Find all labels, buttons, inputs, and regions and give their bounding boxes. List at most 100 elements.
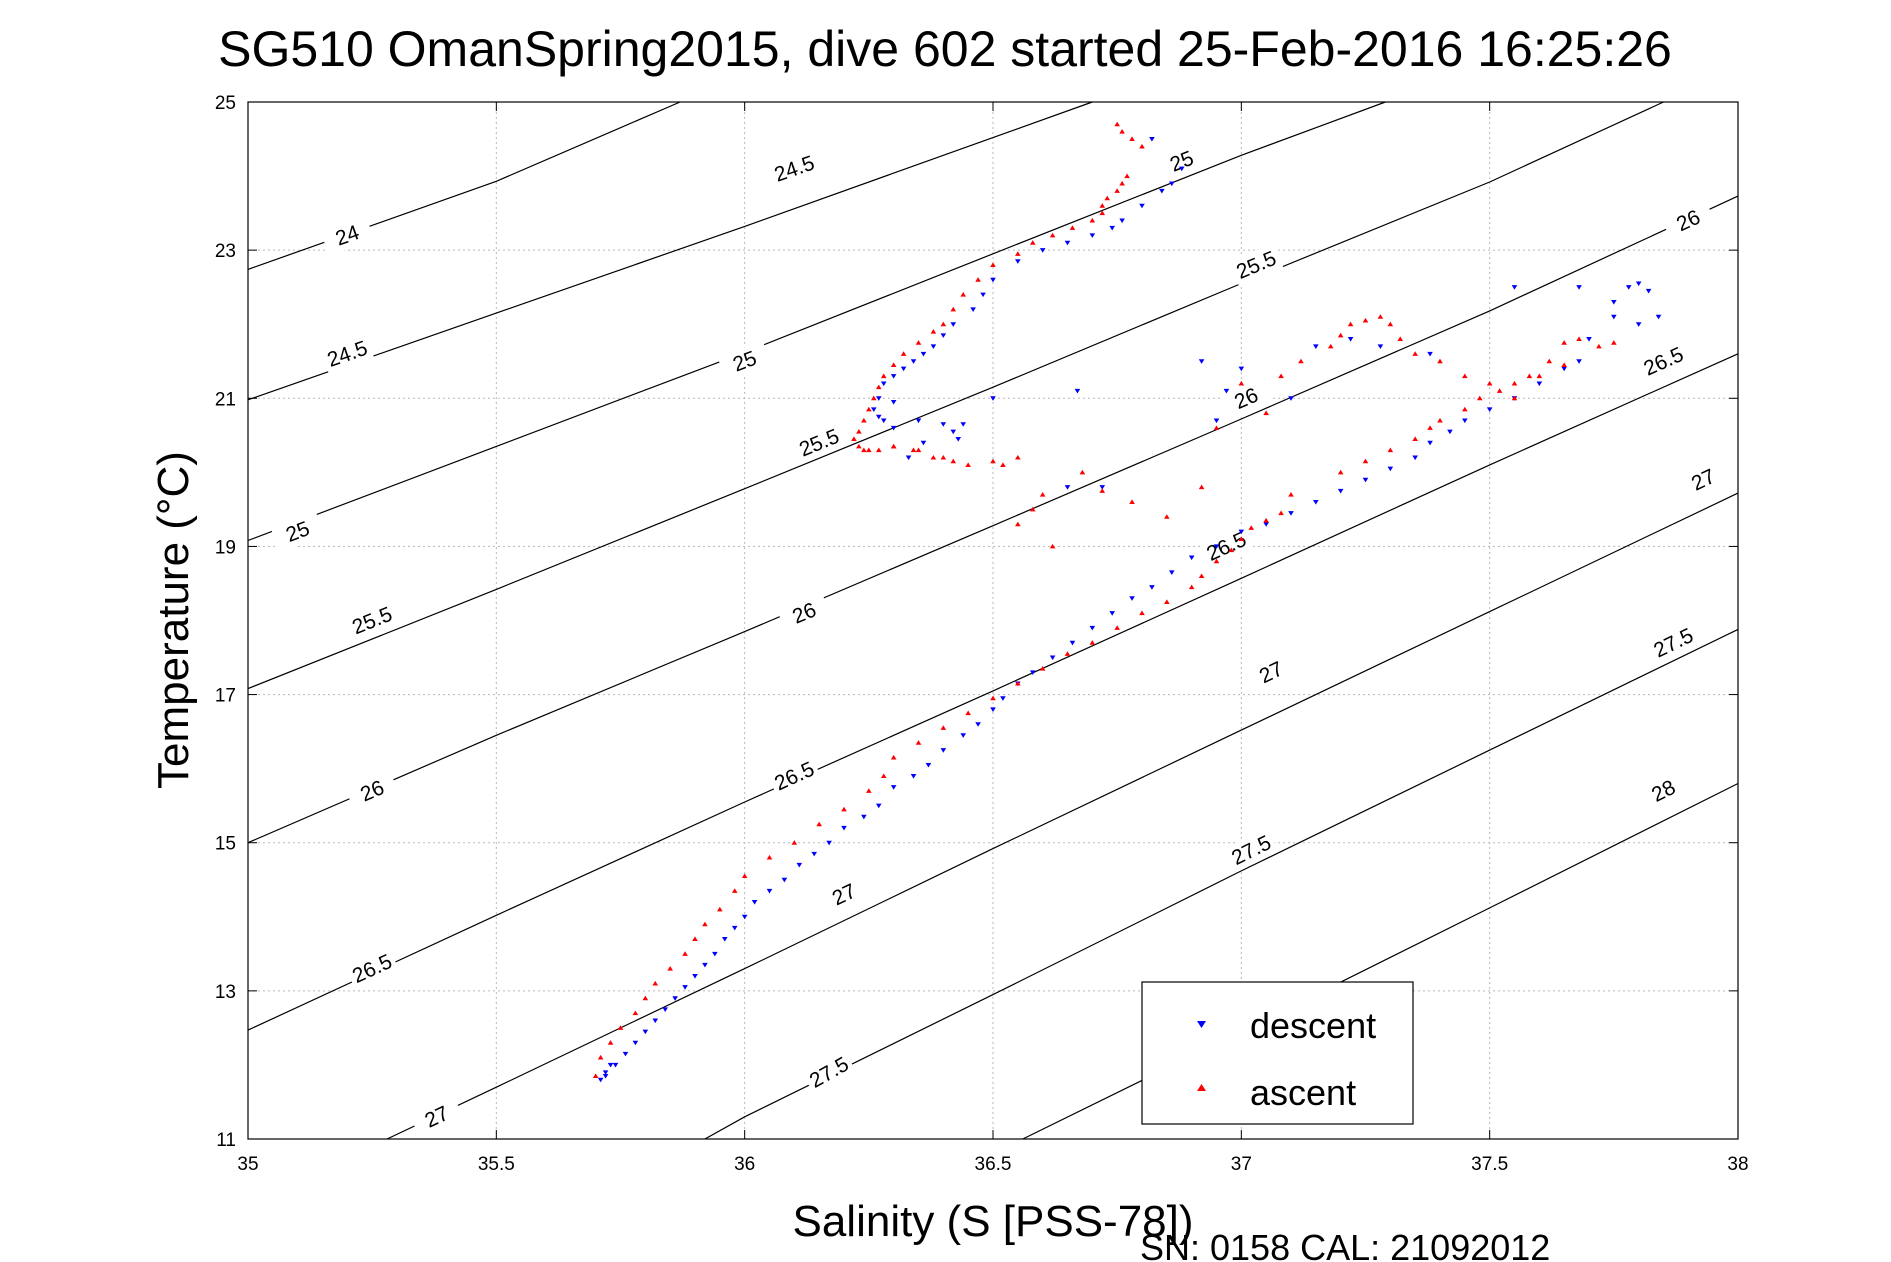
descent-point bbox=[1412, 455, 1418, 461]
y-tick-label: 23 bbox=[215, 241, 236, 262]
ascent-point bbox=[875, 447, 882, 453]
descent-point bbox=[1288, 511, 1294, 516]
ascent-point bbox=[1104, 195, 1111, 201]
ascent-point bbox=[1511, 395, 1518, 401]
ascent-point bbox=[1039, 666, 1046, 671]
ascent-point bbox=[1337, 469, 1344, 475]
descent-point bbox=[1169, 570, 1175, 575]
ascent-point bbox=[607, 1040, 614, 1045]
ascent-point bbox=[915, 447, 922, 453]
ascent-point bbox=[1462, 406, 1468, 412]
ascent-point bbox=[890, 443, 897, 449]
descent-point bbox=[1238, 529, 1245, 535]
ascent-point bbox=[1387, 447, 1394, 453]
contour-label-bg bbox=[777, 591, 832, 635]
ascent-point bbox=[861, 417, 867, 423]
ascent-point bbox=[1029, 506, 1036, 512]
ascent-point bbox=[1362, 458, 1369, 464]
descent-point bbox=[960, 733, 966, 738]
y-tick-label: 15 bbox=[215, 834, 236, 855]
descent-point bbox=[1049, 655, 1056, 661]
legend-box bbox=[1141, 981, 1414, 1125]
ascent-point bbox=[1362, 317, 1369, 323]
ascent-point bbox=[1576, 336, 1582, 342]
ascent-point bbox=[642, 995, 649, 1001]
descent-point bbox=[920, 440, 927, 446]
contour-label-bg bbox=[345, 599, 400, 642]
ascent-point bbox=[1476, 395, 1483, 401]
contour-label-bg bbox=[816, 872, 872, 917]
x-tick-label: 36 bbox=[734, 1154, 755, 1175]
ascent-point bbox=[1238, 380, 1245, 386]
contour-label-bg bbox=[1223, 827, 1279, 873]
descent-point bbox=[607, 1062, 614, 1068]
ascent-point bbox=[890, 362, 897, 367]
descent-point bbox=[925, 762, 932, 768]
descent-point bbox=[1213, 544, 1220, 550]
ascent-point bbox=[717, 906, 723, 912]
contour-label-bg bbox=[270, 510, 325, 553]
ascent-point bbox=[592, 1073, 599, 1079]
ascent-point bbox=[965, 462, 971, 467]
contour-label-bg bbox=[409, 1094, 464, 1139]
descent-point bbox=[890, 374, 897, 379]
ascent-point bbox=[950, 458, 957, 464]
descent-point bbox=[1129, 596, 1135, 601]
ascent-point bbox=[1213, 425, 1220, 430]
descent-point bbox=[1213, 418, 1220, 424]
ascent-point bbox=[617, 1025, 624, 1030]
ascent-point bbox=[1377, 314, 1384, 319]
ascent-point bbox=[866, 406, 872, 412]
ascent-point bbox=[1213, 558, 1220, 564]
descent-point bbox=[1576, 285, 1582, 290]
descent-point bbox=[1462, 418, 1468, 424]
ascent-point bbox=[1526, 373, 1533, 379]
x-tick-label: 35.5 bbox=[478, 1154, 515, 1175]
ascent-point bbox=[1437, 417, 1443, 423]
descent-point bbox=[1149, 585, 1155, 590]
descent-point bbox=[915, 418, 922, 424]
ascent-point bbox=[1089, 217, 1096, 223]
ascent-point bbox=[1496, 388, 1503, 393]
descent-point bbox=[622, 1051, 629, 1057]
x-tick-label: 38 bbox=[1727, 1154, 1748, 1175]
descent-point bbox=[1635, 322, 1642, 327]
descent-point bbox=[1645, 288, 1652, 294]
ascent-point bbox=[1387, 321, 1394, 327]
y-tick-label: 13 bbox=[215, 982, 236, 1003]
ascent-point bbox=[950, 306, 957, 312]
descent-point bbox=[990, 277, 996, 283]
descent-point bbox=[841, 825, 847, 831]
descent-point bbox=[900, 366, 907, 372]
ascent-point bbox=[910, 447, 917, 453]
descent-point bbox=[781, 877, 788, 883]
ascent-point bbox=[1337, 332, 1344, 338]
descent-point bbox=[1169, 181, 1175, 187]
density-contour-line bbox=[247, 353, 1739, 1031]
ascent-point bbox=[1015, 680, 1021, 686]
descent-point bbox=[1511, 285, 1518, 290]
descent-point bbox=[875, 396, 882, 401]
descent-point bbox=[692, 974, 698, 979]
descent-point bbox=[1015, 259, 1021, 264]
ascent-point bbox=[930, 454, 937, 460]
descent-point bbox=[751, 899, 758, 905]
contour-label-bg bbox=[717, 340, 772, 382]
descent-point bbox=[766, 888, 773, 894]
ascent-point bbox=[1511, 380, 1518, 386]
ascent-point bbox=[1238, 536, 1245, 542]
contour-label-bg bbox=[801, 1049, 857, 1096]
descent-point bbox=[875, 803, 882, 809]
ascent-point bbox=[766, 854, 773, 860]
descent-point bbox=[632, 1040, 639, 1046]
ascent-point bbox=[1129, 136, 1135, 142]
ascent-point bbox=[1064, 651, 1071, 656]
descent-point bbox=[811, 851, 817, 857]
descent-point bbox=[602, 1074, 609, 1079]
ascent-point bbox=[1119, 180, 1125, 186]
ascent-point bbox=[1278, 510, 1284, 516]
ascent-point bbox=[1139, 610, 1145, 616]
ascent-point bbox=[940, 725, 947, 730]
descent-point bbox=[930, 344, 937, 350]
density-contour-line bbox=[704, 628, 1739, 1140]
